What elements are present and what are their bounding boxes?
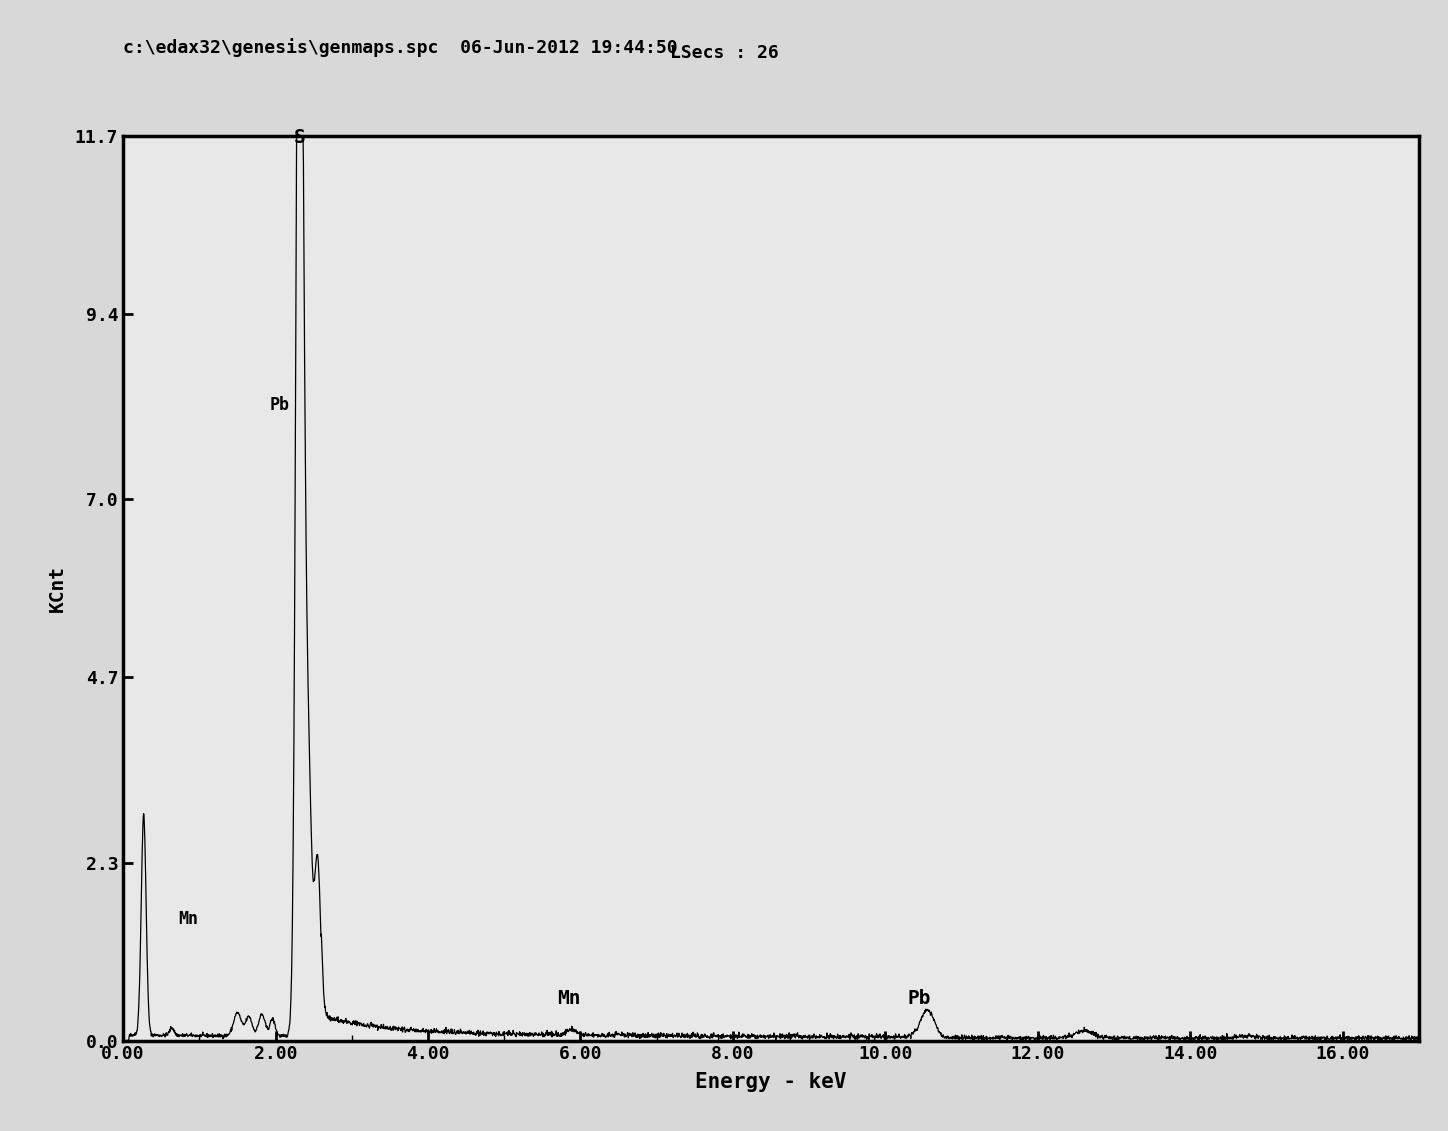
Text: S: S <box>294 128 306 147</box>
Text: Mn: Mn <box>178 910 198 929</box>
Text: LSecs : 26: LSecs : 26 <box>669 44 779 62</box>
X-axis label: Energy - keV: Energy - keV <box>695 1072 847 1091</box>
Text: Pb: Pb <box>269 396 290 414</box>
Text: c:\edax32\genesis\genmaps.spc  06-Jun-2012 19:44:50: c:\edax32\genesis\genmaps.spc 06-Jun-201… <box>123 37 678 57</box>
Text: Mn: Mn <box>557 988 581 1008</box>
Text: Pb: Pb <box>908 988 931 1008</box>
Y-axis label: KCnt: KCnt <box>48 564 67 612</box>
